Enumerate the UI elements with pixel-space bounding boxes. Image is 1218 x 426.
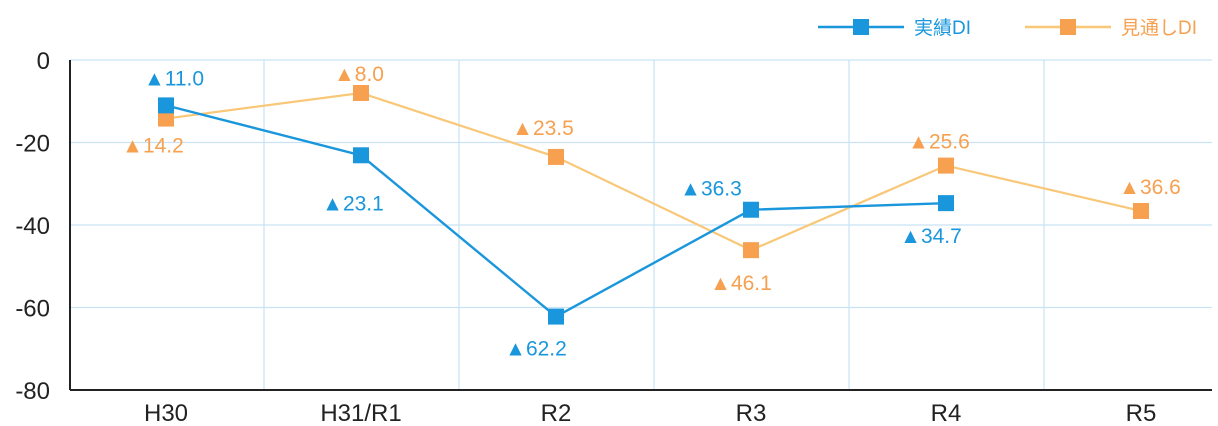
data-label: ▲8.0 (334, 63, 384, 86)
legend-label: 見通しDI (1121, 17, 1197, 39)
grid (70, 59, 1212, 390)
x-tick-label: R5 (1126, 400, 1157, 426)
y-tick-label: -80 (15, 378, 50, 405)
y-tick-label: -40 (15, 213, 50, 240)
legend-marker (853, 19, 869, 35)
data-point-marker (353, 85, 369, 101)
x-tick-label: H31/R1 (320, 400, 401, 426)
legend: 実績DI 見通しDI (818, 17, 1197, 39)
series-layer (158, 85, 1149, 325)
data-label: ▲34.7 (900, 225, 962, 248)
x-tick-label: R4 (931, 400, 962, 426)
axes: 0 -20 -40 -60 -80 H30 H31/R1 R2 R3 R4 R5 (15, 48, 1212, 426)
data-label: ▲25.6 (908, 131, 970, 154)
y-tick-label: 0 (37, 48, 50, 75)
y-tick-label: -60 (15, 296, 50, 323)
data-label: ▲36.6 (1119, 176, 1181, 199)
data-label: ▲14.2 (122, 135, 184, 158)
data-label: ▲46.1 (710, 272, 772, 295)
data-label: ▲23.1 (322, 192, 384, 215)
data-point-marker (158, 97, 174, 114)
legend-marker (1060, 19, 1076, 35)
data-point-marker (548, 308, 564, 325)
data-labels: ▲11.0 ▲23.1 ▲62.2 ▲36.3 ▲34.7 ▲14.2 ▲8.0 ▲23.5 ▲… (122, 63, 1181, 361)
data-label: ▲62.2 (505, 338, 567, 361)
x-tick-label: R2 (541, 400, 572, 426)
data-label: ▲23.5 (512, 117, 574, 140)
data-point-marker (548, 148, 564, 165)
legend-label: 実績DI (914, 17, 971, 39)
data-label: ▲11.0 (144, 67, 204, 90)
data-point-marker (938, 157, 954, 174)
data-point-marker (938, 195, 954, 212)
data-point-marker (1133, 202, 1149, 219)
y-tick-label: -20 (15, 131, 50, 158)
x-tick-label: H30 (144, 400, 188, 426)
data-point-marker (743, 201, 759, 218)
data-point-marker (353, 147, 369, 164)
data-point-marker (743, 242, 759, 259)
series-line (165, 91, 1142, 252)
data-label: ▲36.3 (680, 178, 742, 201)
data-point-marker (158, 110, 174, 127)
x-tick-label: R3 (736, 400, 767, 426)
